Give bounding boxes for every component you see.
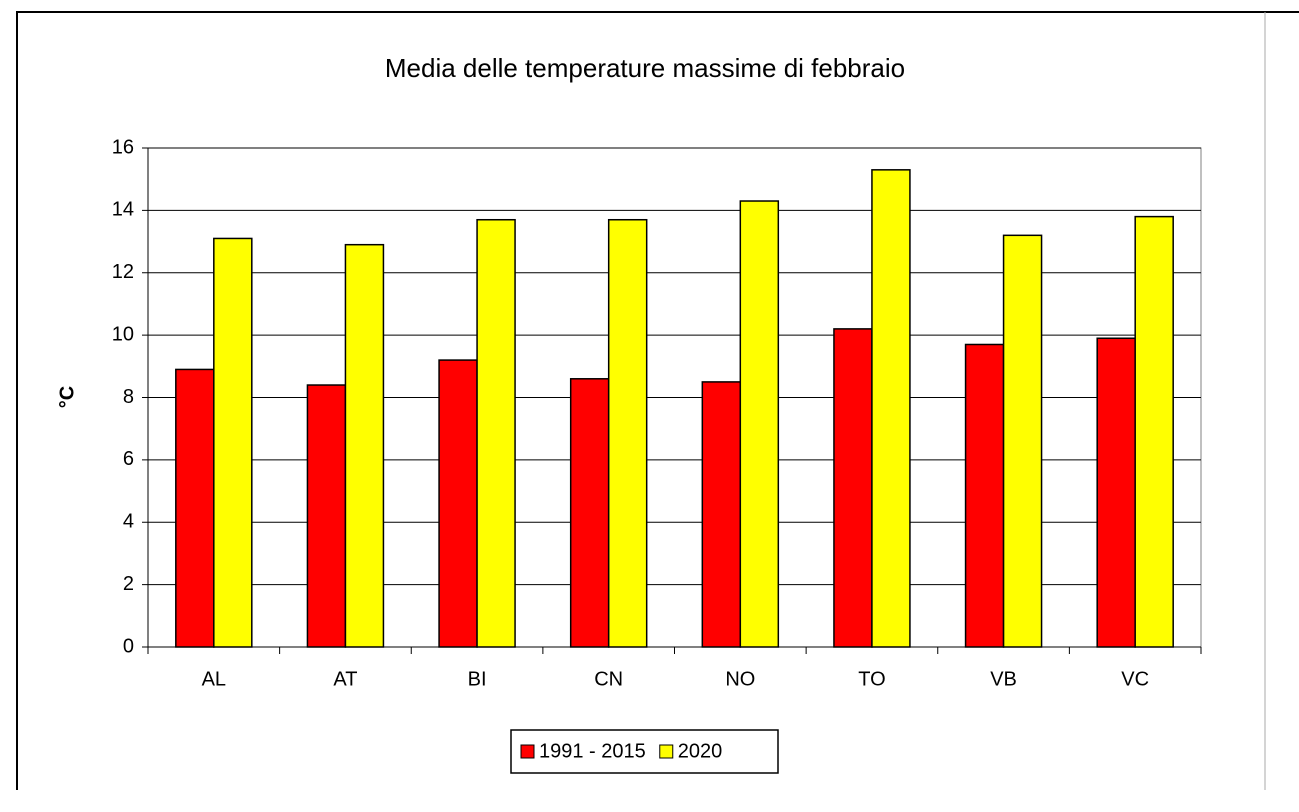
x-tick-label: CN [594, 668, 623, 690]
legend-label: 1991 - 2015 [539, 740, 646, 762]
bar [701, 381, 742, 648]
bar [306, 384, 347, 648]
y-tick-label: 10 [112, 323, 134, 345]
x-tick-label: TO [858, 668, 885, 690]
y-tick-label: 16 [112, 136, 134, 158]
bar [175, 368, 215, 648]
bar [476, 218, 516, 648]
bar [1134, 215, 1174, 648]
bar [607, 218, 648, 648]
bar [438, 359, 478, 648]
bar [569, 378, 610, 648]
x-tick-label: AL [202, 668, 226, 690]
y-tick-label: 6 [123, 448, 134, 470]
y-tick-label: 0 [123, 635, 134, 657]
y-tick-label: 14 [112, 199, 134, 221]
chart-title: Media delle temperature massime di febbr… [385, 53, 905, 83]
bar [344, 243, 385, 648]
bar [1002, 234, 1043, 648]
bar [213, 237, 253, 648]
legend-swatch [520, 744, 535, 759]
y-axis-label: °C [56, 386, 78, 408]
x-tick-label: NO [725, 668, 755, 690]
bar [871, 169, 911, 648]
y-tick-label: 8 [123, 386, 134, 408]
y-tick-label: 4 [123, 511, 134, 533]
y-tick-label: 2 [123, 573, 134, 595]
x-tick-label: BI [468, 668, 487, 690]
legend [510, 729, 779, 774]
x-tick-label: VB [990, 668, 1017, 690]
x-tick-label: AT [333, 668, 357, 690]
legend-label: 2020 [678, 740, 723, 762]
bar [833, 328, 873, 648]
legend-swatch [659, 744, 674, 759]
x-tick-label: VC [1121, 668, 1149, 690]
y-tick-label: 12 [112, 261, 134, 283]
bar [739, 200, 780, 648]
bar [964, 343, 1005, 648]
bar [1096, 337, 1136, 648]
